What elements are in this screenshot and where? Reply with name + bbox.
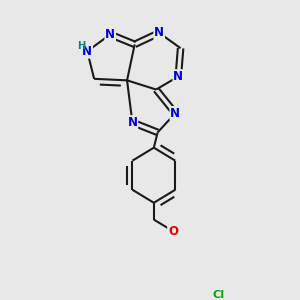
Text: N: N [128, 116, 137, 129]
Text: H: H [77, 40, 86, 50]
Text: O: O [168, 225, 178, 238]
Text: N: N [154, 26, 164, 39]
Text: N: N [170, 107, 180, 120]
Text: N: N [173, 70, 183, 83]
Text: N: N [82, 45, 92, 58]
Text: N: N [105, 28, 115, 41]
Text: Cl: Cl [213, 290, 225, 300]
